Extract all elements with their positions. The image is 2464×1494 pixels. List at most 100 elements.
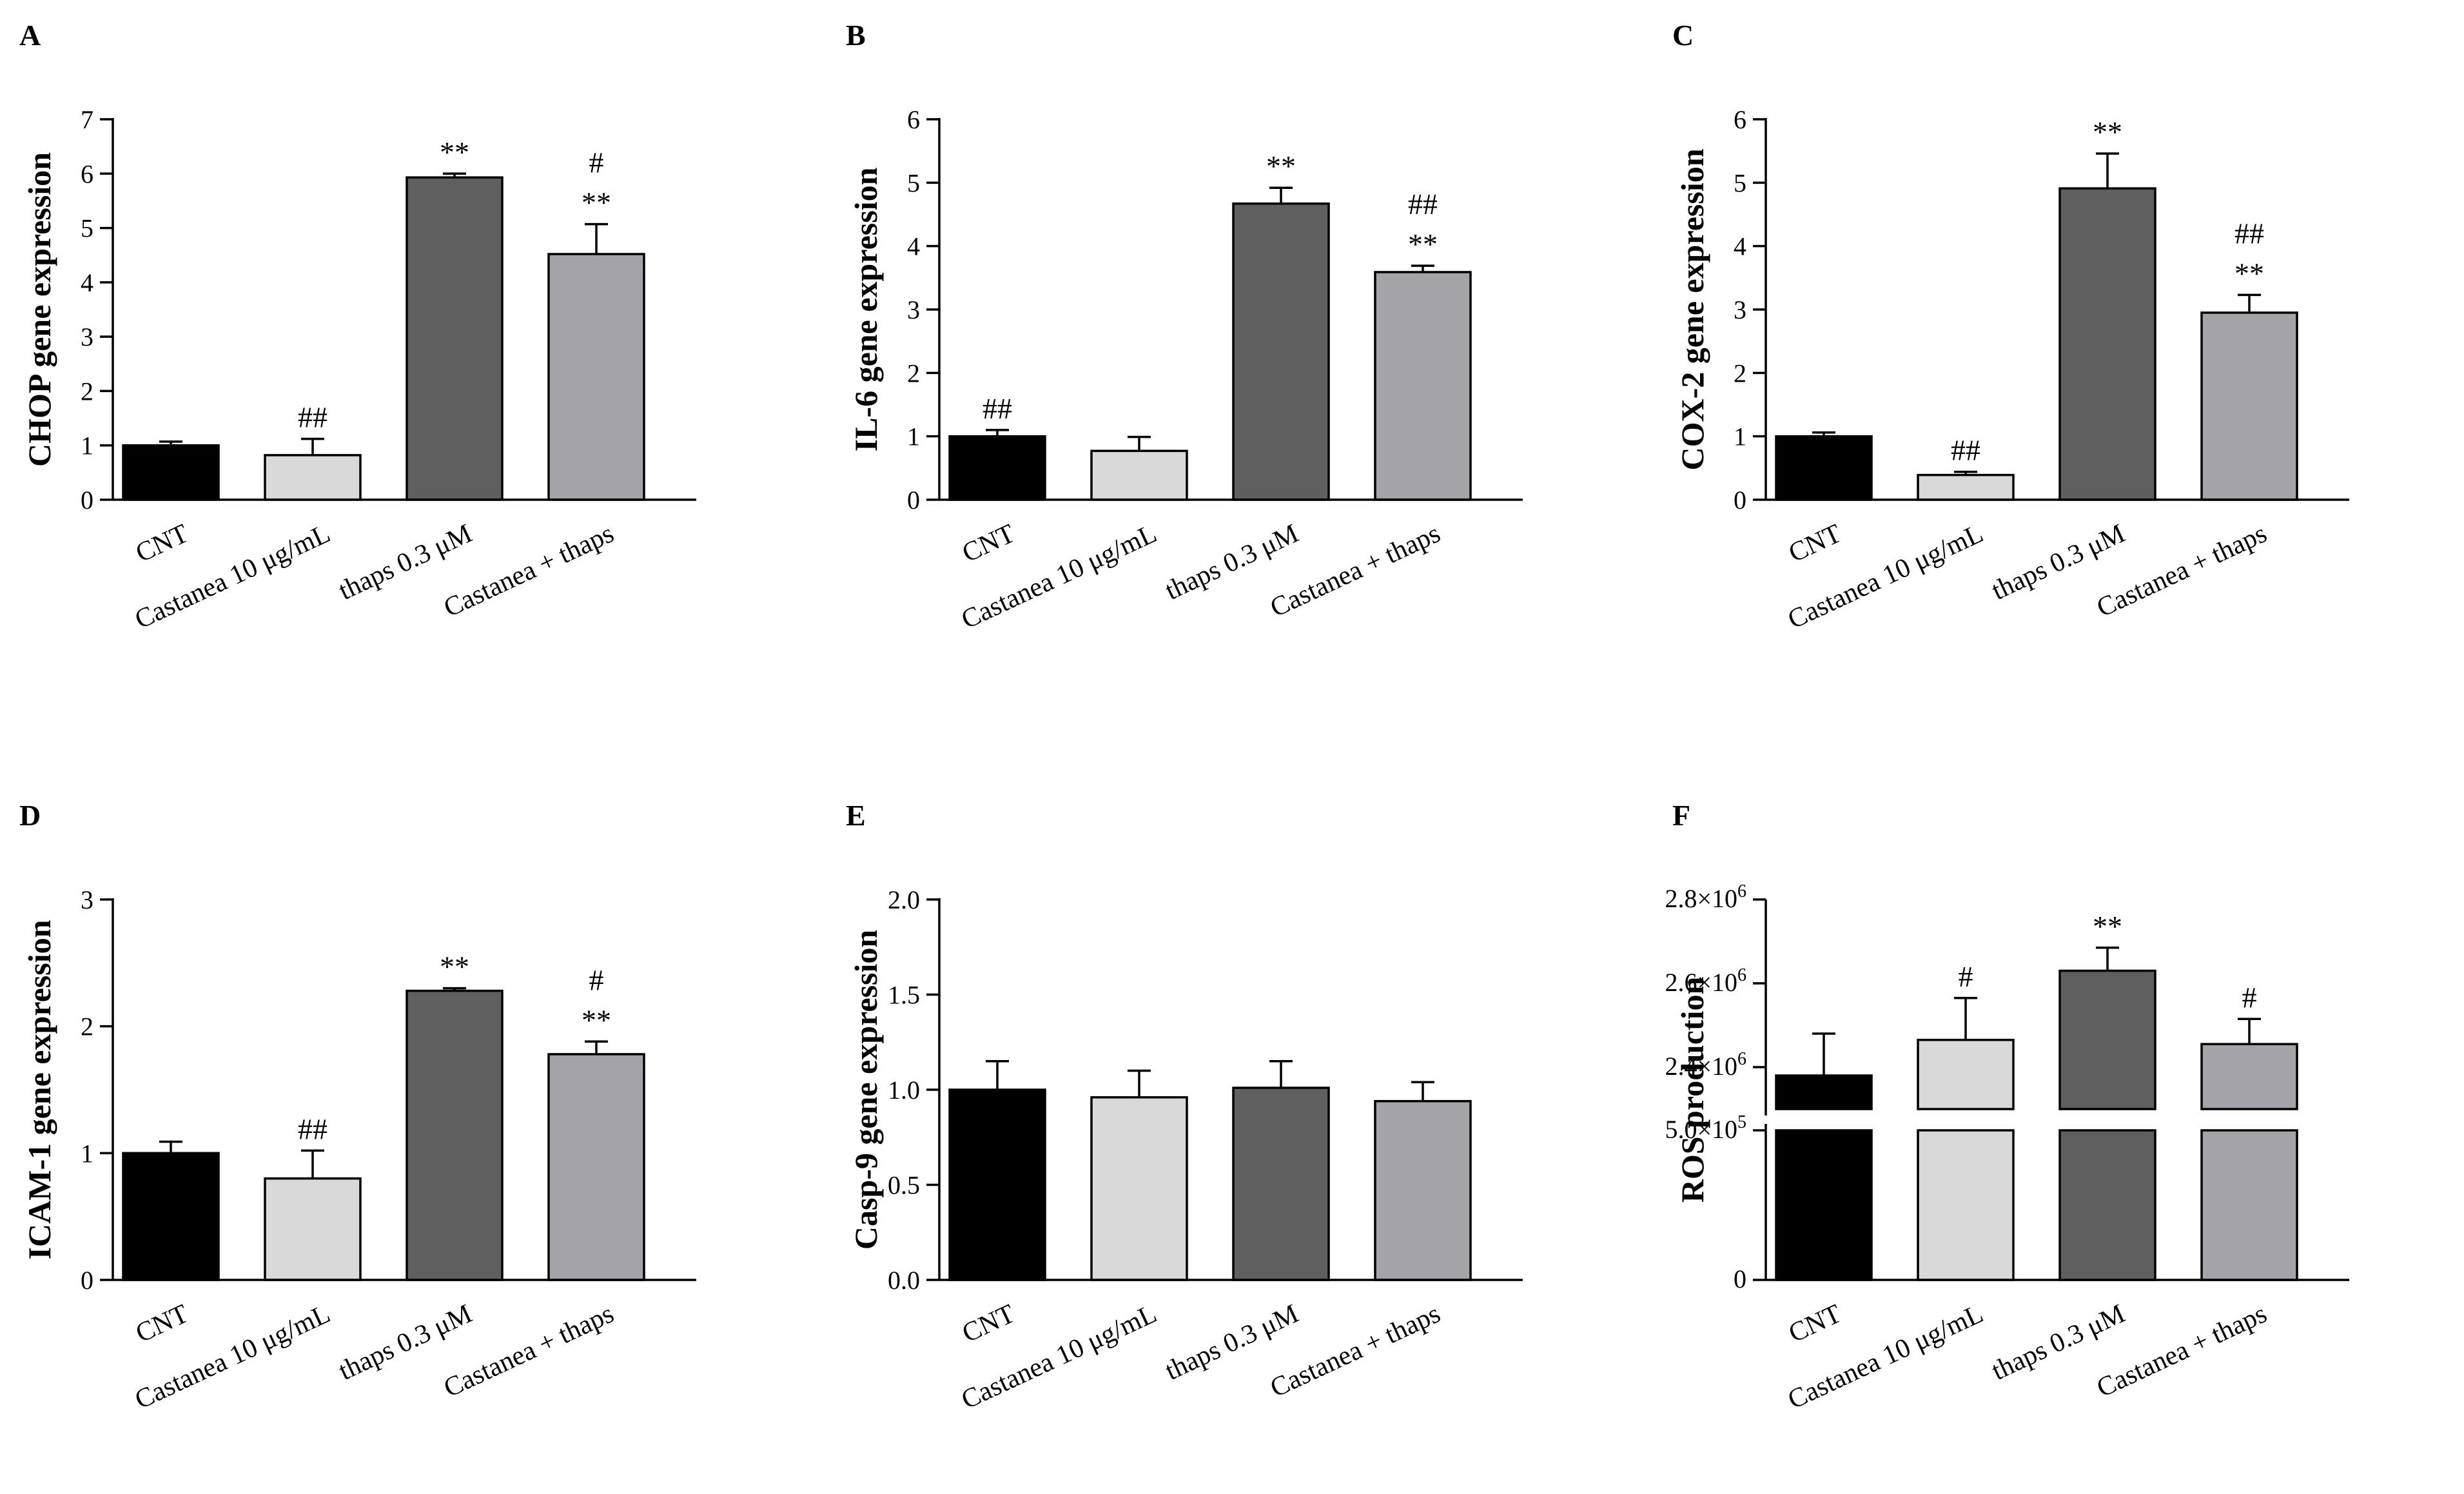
significance-label: ## (298, 401, 328, 434)
bar (1917, 473, 2015, 501)
y-tick-label: 1 (81, 431, 93, 460)
bar (1917, 1039, 2015, 1110)
error-bar (2238, 1017, 2261, 1045)
bar (1090, 1096, 1188, 1281)
significance-label: # (589, 963, 604, 996)
bar (1374, 1099, 1472, 1281)
significance-label: ** (1266, 150, 1296, 182)
panel-letter: F (1672, 799, 1690, 832)
y-tick-label: 5 (1734, 168, 1746, 197)
bar (1232, 1086, 1330, 1281)
bar (547, 253, 645, 501)
significance-label: # (589, 146, 604, 179)
error-bar (986, 429, 1009, 437)
error-bar (2238, 293, 2261, 313)
y-axis-label: Casp-9 gene expression (848, 930, 884, 1250)
significance-label: # (2242, 981, 2257, 1014)
y-tick-label: 2 (81, 1012, 93, 1041)
x-tick-label: CNT (132, 1299, 193, 1348)
y-tick-label: 3 (81, 885, 93, 914)
significance-label: ## (1951, 434, 1980, 467)
y-tick-label: 1 (1734, 422, 1746, 451)
x-tick-label: CNT (1784, 518, 1846, 568)
x-tick-label: CNT (1784, 1299, 1846, 1348)
y-tick-label: 2.4×106 (1665, 1049, 1746, 1081)
bar (122, 444, 220, 501)
significance-label: ** (1408, 228, 1438, 260)
y-tick-label: 0 (1734, 1264, 1746, 1293)
bar (264, 454, 362, 501)
panel-letter: C (1672, 19, 1694, 52)
y-tick-label: 5.0×105 (1665, 1112, 1746, 1144)
bar (2200, 1043, 2298, 1110)
error-bar (585, 1040, 608, 1054)
y-axis-label: IL-6 gene expression (848, 167, 884, 451)
y-tick-label: 6 (1734, 105, 1746, 134)
significance-label: ** (440, 950, 469, 983)
significance-label: ** (440, 135, 469, 168)
error-bar (159, 1140, 182, 1154)
error-bar (1812, 431, 1835, 437)
y-axis-label: COX-2 gene expression (1674, 148, 1710, 470)
y-tick-label: 2 (1734, 359, 1746, 388)
bar-lower (1917, 1129, 2015, 1281)
bar (2200, 311, 2298, 501)
y-tick-label: 2.6×106 (1665, 965, 1746, 997)
y-tick-label: 2 (81, 377, 93, 406)
error-bar (585, 222, 608, 255)
y-tick-label: 6 (81, 159, 93, 188)
y-axis-label: ROS production (1674, 977, 1710, 1203)
significance-label: ** (582, 186, 611, 219)
y-tick-label: 5 (907, 168, 920, 197)
error-bar (159, 440, 182, 446)
x-tick-label: CNT (132, 518, 193, 568)
error-bar (1411, 1081, 1434, 1101)
bar-lower (1775, 1129, 1873, 1281)
y-tick-label: 0 (1734, 486, 1746, 515)
y-tick-label: 4 (1734, 232, 1746, 261)
significance-label: ## (2234, 217, 2264, 250)
y-tick-label: 4 (81, 268, 93, 297)
bar (264, 1177, 362, 1281)
y-tick-label: 7 (81, 105, 93, 134)
y-tick-label: 0 (907, 486, 920, 515)
y-tick-label: 2.8×106 (1665, 881, 1746, 913)
y-tick-label: 0 (81, 486, 93, 515)
bar (948, 435, 1046, 501)
bar-lower (2200, 1129, 2298, 1281)
significance-label: ## (983, 392, 1012, 425)
error-bar (2096, 947, 2119, 971)
error-bar (1128, 1069, 1151, 1097)
y-tick-label: 1.5 (888, 981, 920, 1010)
bar (2058, 969, 2156, 1110)
bar (547, 1053, 645, 1281)
significance-label: # (1959, 960, 1973, 993)
y-tick-label: 6 (907, 105, 920, 134)
bar (2058, 187, 2156, 501)
panel-letter: E (846, 799, 866, 832)
bar (1090, 449, 1188, 501)
bar (1232, 202, 1330, 501)
y-tick-label: 2 (907, 359, 920, 388)
panel-f: F ROS production # ** #0 5.0×105 2.4×106 2.6×10… (1665, 799, 2349, 1415)
y-tick-label: 4 (907, 232, 920, 261)
x-tick-label: CNT (958, 1299, 1020, 1348)
error-bar (1954, 997, 1977, 1040)
bar (948, 1088, 1046, 1281)
y-tick-label: 0 (81, 1266, 93, 1295)
y-tick-label: 2.0 (888, 885, 920, 914)
y-axis-label: ICAM-1 gene expression (21, 919, 57, 1259)
bar (1374, 271, 1472, 501)
y-tick-label: 1.0 (888, 1076, 920, 1105)
error-bar (1812, 1032, 1835, 1076)
bar (1775, 1074, 1873, 1110)
error-bar (1954, 470, 1977, 475)
significance-label: ## (298, 1112, 328, 1145)
y-tick-label: 3 (81, 322, 93, 351)
bar (1775, 435, 1873, 501)
y-tick-label: 3 (907, 295, 920, 324)
